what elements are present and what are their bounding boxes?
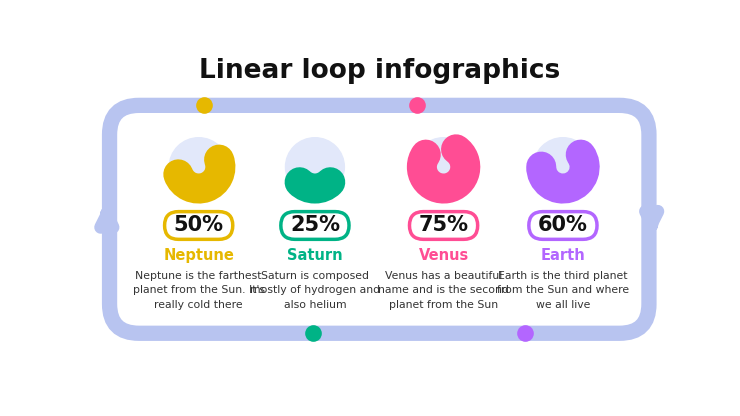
- Text: Neptune: Neptune: [164, 248, 234, 263]
- Text: 50%: 50%: [174, 215, 223, 235]
- Text: Venus has a beautiful
name and is the second
planet from the Sun: Venus has a beautiful name and is the se…: [378, 271, 509, 310]
- FancyBboxPatch shape: [529, 212, 597, 239]
- FancyBboxPatch shape: [409, 212, 478, 239]
- Text: Linear loop infographics: Linear loop infographics: [198, 59, 560, 84]
- Circle shape: [534, 138, 593, 196]
- Text: Earth: Earth: [540, 248, 585, 263]
- Text: Saturn is composed
mostly of hydrogen and
also helium: Saturn is composed mostly of hydrogen an…: [250, 271, 380, 310]
- Text: 75%: 75%: [419, 215, 468, 235]
- Text: 25%: 25%: [290, 215, 340, 235]
- Text: Neptune is the farthest
planet from the Sun. It's
really cold there: Neptune is the farthest planet from the …: [132, 271, 265, 310]
- Text: Earth is the third planet
from the Sun and where
we all live: Earth is the third planet from the Sun a…: [497, 271, 629, 310]
- Circle shape: [414, 138, 473, 196]
- FancyBboxPatch shape: [164, 212, 233, 239]
- FancyBboxPatch shape: [280, 212, 349, 239]
- Text: 60%: 60%: [538, 215, 588, 235]
- Text: Venus: Venus: [418, 248, 468, 263]
- Circle shape: [286, 138, 344, 196]
- Circle shape: [169, 138, 228, 196]
- Text: Saturn: Saturn: [287, 248, 343, 263]
